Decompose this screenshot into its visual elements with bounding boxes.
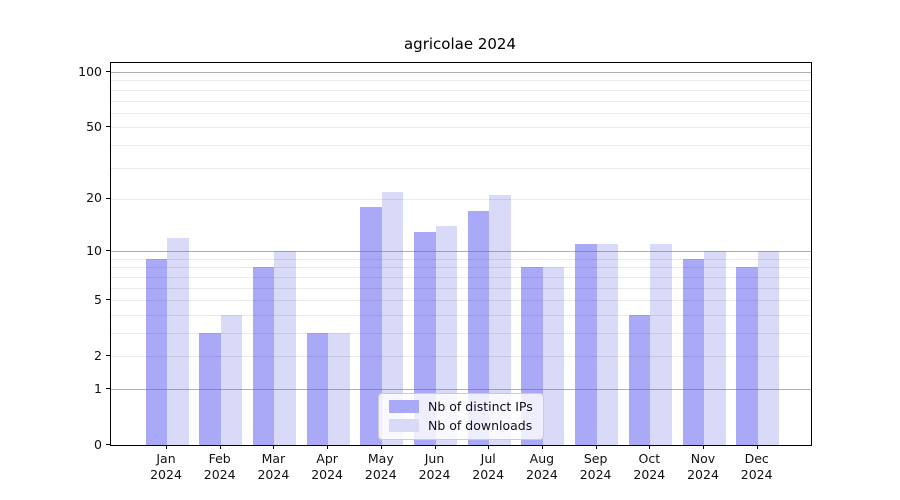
x-tick-label: Dec 2024 (740, 451, 773, 482)
y-tick-mark (106, 71, 110, 72)
y-tick-mark (106, 197, 110, 199)
y-tick-label: 5 (94, 291, 102, 307)
x-tick-mark (595, 445, 597, 449)
plot-area: Nb of distinct IPs Nb of downloads (110, 62, 812, 446)
y-gridline-minor (111, 333, 811, 334)
y-gridline-minor (111, 356, 811, 358)
legend-label-distinct-ips: Nb of distinct IPs (428, 399, 533, 414)
x-tick-label: Mar 2024 (257, 451, 290, 482)
x-tick-mark (166, 445, 167, 449)
y-gridline-minor (111, 258, 811, 260)
x-tick-label: Oct 2024 (633, 451, 666, 482)
y-gridline-minor (111, 314, 811, 316)
y-gridline-major (111, 72, 811, 73)
y-tick-mark (106, 299, 110, 301)
y-gridline-minor (111, 167, 811, 169)
bar-downloads (489, 195, 511, 445)
bar-distinct-ips (360, 207, 382, 445)
y-gridline-minor (111, 112, 811, 114)
x-tick-mark (649, 445, 651, 449)
bar-distinct-ips (252, 267, 275, 445)
x-tick-label: Jun 2024 (418, 451, 451, 482)
y-gridline-minor (111, 198, 811, 200)
bar-distinct-ips (467, 211, 490, 445)
y-tick-label: 0 (94, 436, 102, 452)
x-tick-label: Jan 2024 (150, 451, 182, 482)
bar-downloads (435, 226, 457, 445)
x-tick-mark (434, 445, 436, 449)
bar-downloads (757, 251, 780, 445)
bar-distinct-ips (575, 244, 597, 445)
y-tick-mark (106, 355, 110, 357)
legend-label-downloads: Nb of downloads (428, 418, 533, 433)
y-tick-mark (106, 126, 110, 128)
x-tick-label: Feb 2024 (203, 451, 236, 482)
y-gridline-minor (111, 89, 811, 91)
y-gridline-minor (111, 287, 811, 289)
y-gridline-minor (111, 267, 811, 269)
x-tick-mark (703, 445, 704, 449)
y-gridline-minor (111, 127, 811, 129)
y-tick-label: 1 (94, 380, 102, 396)
y-tick-label: 10 (86, 242, 102, 258)
x-tick-mark (488, 445, 490, 449)
bar-distinct-ips (682, 258, 704, 445)
bar-downloads (220, 314, 243, 445)
y-gridline-minor (111, 276, 811, 278)
bar-distinct-ips (414, 231, 436, 445)
x-tick-label: Jul 2024 (472, 451, 505, 482)
y-tick-label: 50 (86, 118, 102, 134)
bar-downloads (381, 191, 404, 445)
bar-downloads (704, 251, 726, 445)
x-tick-label: May 2024 (364, 451, 397, 482)
x-tick-label: Nov 2024 (687, 451, 719, 482)
x-tick-mark (219, 445, 221, 449)
legend-swatch-downloads (389, 419, 419, 432)
bar-distinct-ips (145, 258, 167, 445)
y-tick-mark (106, 250, 110, 252)
legend-entry-downloads: Nb of downloads (389, 418, 533, 433)
y-gridline-minor (111, 80, 811, 82)
y-gridline-major (111, 389, 811, 390)
x-tick-label: Apr 2024 (311, 451, 343, 482)
y-gridline-minor (111, 144, 811, 146)
y-gridline-minor (111, 300, 811, 302)
chart-title: agricolae 2024 (403, 35, 516, 53)
y-tick-label: 100 (78, 63, 102, 79)
y-tick-label: 2 (94, 347, 102, 363)
legend: Nb of distinct IPs Nb of downloads (378, 393, 544, 440)
bar-downloads (542, 267, 565, 445)
bar-downloads (596, 244, 619, 445)
y-tick-mark (106, 388, 110, 389)
x-tick-label: Sep 2024 (579, 451, 612, 482)
y-tick-label: 20 (86, 190, 102, 206)
bar-downloads (167, 237, 189, 445)
x-tick-mark (380, 445, 382, 449)
bar-downloads (274, 251, 296, 445)
legend-swatch-distinct-ips (389, 400, 419, 413)
y-gridline-minor (111, 100, 811, 102)
y-gridline-major (111, 251, 811, 253)
x-tick-label: Aug 2024 (525, 451, 558, 482)
bar-distinct-ips (628, 314, 651, 445)
x-tick-mark (327, 445, 329, 449)
x-tick-mark (756, 445, 758, 449)
bar-downloads (650, 244, 672, 445)
legend-entry-distinct-ips: Nb of distinct IPs (389, 399, 533, 414)
bar-distinct-ips (736, 267, 758, 445)
x-tick-mark (273, 445, 275, 449)
y-tick-mark (106, 444, 110, 445)
x-tick-mark (541, 445, 543, 449)
